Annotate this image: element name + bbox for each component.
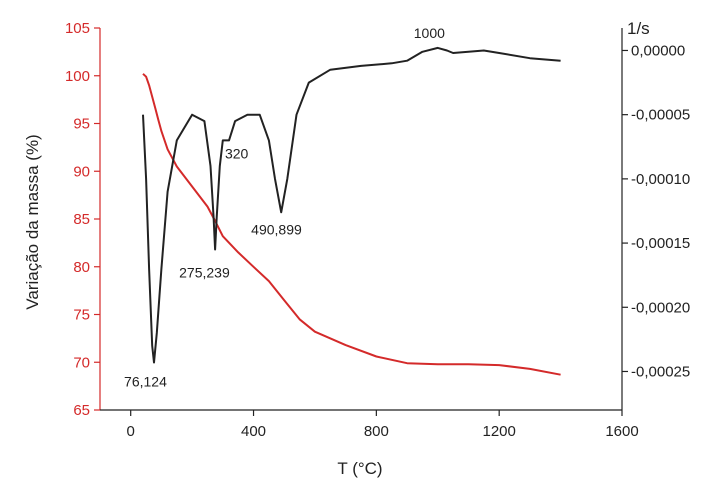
dtg-curve [142,46,561,364]
plot-frame [99,28,623,411]
peak-label: 1000 [414,25,445,41]
y-left-tick-label: 100 [65,68,90,85]
y-right-tick-label: 0,00000 [631,42,685,59]
y-left-tick-label: 70 [73,354,90,371]
y-right-axis-title: 1/s [627,19,650,38]
mass-loss-curve [142,73,561,376]
y-left-tick-label: 90 [73,163,90,180]
y-left-tick-label: 95 [73,116,90,133]
x-tick-label: 1600 [605,423,638,440]
y-right-tick-label: -0,00005 [631,107,690,124]
y-left-tick-label: 80 [73,259,90,276]
axis-ticks: 0 400 800 1200 1600 65 70 75 80 85 90 95 100 105 0,000… [65,20,690,440]
y-right-tick-label: -0,00020 [631,299,690,316]
y-right-tick-label: -0,00025 [631,363,690,380]
x-tick-label: 0 [127,423,135,440]
x-tick-label: 800 [364,423,389,440]
x-tick-label: 1200 [482,423,515,440]
peak-annotations: 76,124 275,239 320 490,899 1000 [124,25,445,390]
peak-label: 76,124 [124,373,167,389]
y-left-tick-label: 75 [73,307,90,324]
peak-label: 490,899 [251,221,302,237]
x-tick-label: 400 [241,423,266,440]
peak-label: 320 [225,145,249,161]
x-axis-title: T (°C) [337,459,382,478]
series-lines [142,46,561,376]
y-right-tick-label: -0,00015 [631,235,690,252]
y-left-tick-label: 85 [73,211,90,228]
peak-label: 275,239 [179,264,230,280]
y-left-axis-title: Variação da massa (%) [23,134,42,309]
y-left-tick-label: 105 [65,20,90,37]
y-left-tick-label: 65 [73,402,90,419]
y-right-tick-label: -0,00010 [631,171,690,188]
